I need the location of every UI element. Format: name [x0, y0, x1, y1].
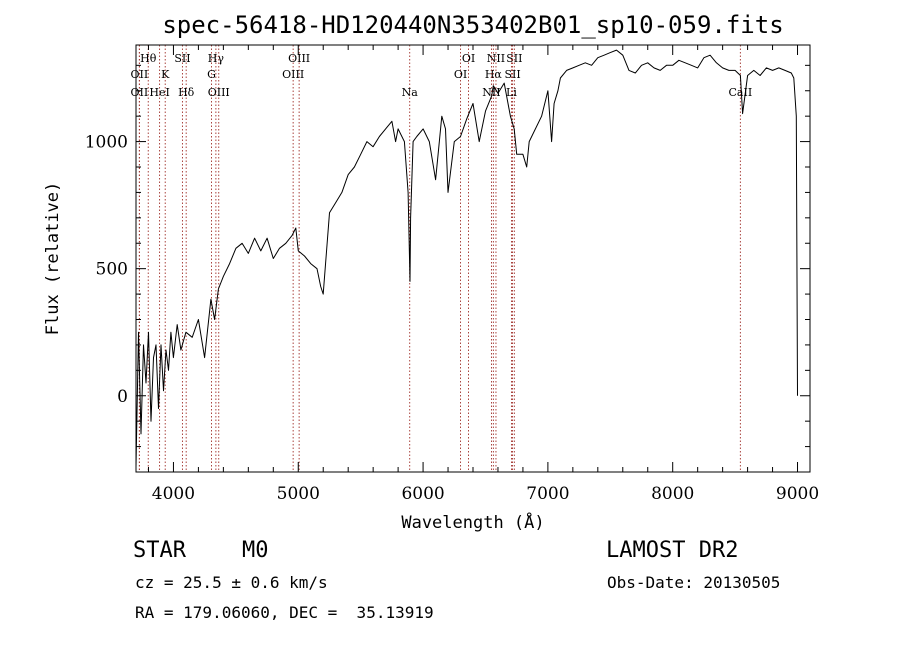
line-label-9: OIII	[208, 86, 230, 99]
chart-title: spec-56418-HD120440N353402B01_sp10-059.f…	[162, 11, 783, 39]
line-label-19: SII	[504, 68, 520, 81]
line-label-3: HeI	[149, 86, 169, 99]
line-label-10: OIII	[288, 52, 310, 65]
y-axis-label: Flux (relative)	[43, 182, 63, 336]
line-label-11: OIII	[282, 68, 304, 81]
y-tick-label-1000: 1000	[85, 133, 128, 153]
line-label-20: Li	[506, 86, 517, 99]
line-label-21: CaII	[729, 86, 753, 99]
line-label-6: Hδ	[178, 86, 195, 99]
object-class: STAR	[133, 538, 186, 563]
survey-name: LAMOST DR2	[606, 538, 739, 563]
line-label-14: OI	[454, 68, 467, 81]
line-label-2: OII	[131, 86, 149, 99]
x-tick-label-9000: 9000	[776, 484, 819, 504]
x-tick-label-8000: 8000	[651, 484, 694, 504]
x-tick-label-4000: 4000	[152, 484, 195, 504]
x-tick-label-5000: 5000	[277, 484, 320, 504]
line-label-12: Na	[402, 86, 419, 99]
redshift-cz: cz = 25.5 ± 0.6 km/s	[135, 573, 328, 592]
line-label-15: NII	[487, 52, 505, 65]
x-tick-label-6000: 6000	[401, 484, 444, 504]
x-tick-label-7000: 7000	[526, 484, 569, 504]
line-label-18: SII	[506, 52, 522, 65]
line-label-4: K	[161, 68, 170, 81]
x-axis-label: Wavelength (Å)	[401, 511, 544, 533]
spectrum-line	[135, 49, 798, 467]
line-label-16: Hα	[485, 68, 503, 81]
line-label-13: OI	[462, 52, 475, 65]
ra-dec: RA = 179.06060, DEC = 35.13919	[135, 603, 434, 622]
y-tick-label-500: 500	[96, 260, 128, 280]
y-tick-label-0: 0	[117, 387, 128, 407]
plot-frame	[135, 44, 811, 473]
line-label-8: G	[207, 68, 216, 81]
line-label-5: SII	[174, 52, 190, 65]
observation-date: Obs-Date: 20130505	[607, 573, 781, 592]
line-label-0: Hθ	[140, 52, 157, 65]
object-subclass: M0	[242, 538, 269, 563]
line-label-7: Hγ	[208, 52, 225, 65]
